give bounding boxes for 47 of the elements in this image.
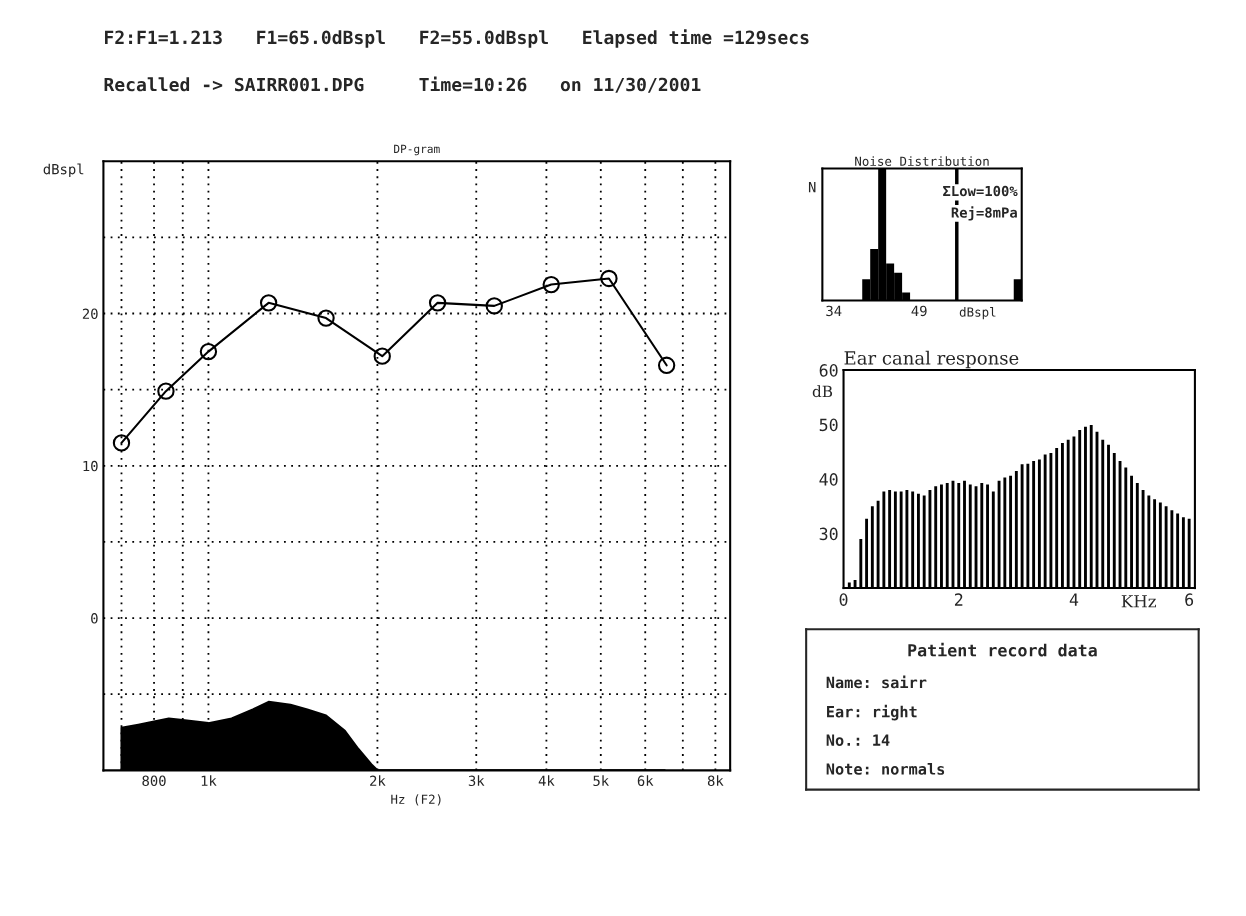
x-tick-label: 2 [954, 593, 963, 606]
text: Note: normals [826, 762, 945, 775]
chart-title: DP-gram [394, 144, 440, 156]
text: F2:F1=1.213 F1=65.0dBspl F2=55.0dBspl Elapsed time =129secs [105, 29, 809, 48]
text: Patient record data [908, 642, 1097, 657]
text: Name: sairr [826, 675, 927, 689]
chart-title: Ear canal response [844, 350, 1019, 369]
x-axis-title: dBspl [959, 307, 996, 320]
point [428, 294, 447, 312]
y-tick-label: 60 [819, 364, 838, 377]
x-tick-label: 2k [370, 775, 386, 786]
y-tick-label: 40 [819, 473, 838, 486]
point [657, 356, 676, 374]
annotation: ΣLow=100% [943, 185, 1018, 197]
x-tick-label: 5k [593, 775, 609, 787]
x-tick-label: 4 [1069, 593, 1079, 606]
y-tick-label: 10 [83, 460, 98, 472]
x-tick-label: 800 [142, 775, 166, 787]
point [317, 309, 335, 327]
point [600, 269, 618, 288]
point [485, 297, 503, 315]
x-axis-title: Hz (F2) [391, 794, 441, 806]
x-tick-label: 6k [637, 775, 654, 787]
x-tick-label: 3k [468, 775, 485, 787]
x-axis-title: KHz [1121, 595, 1156, 608]
y-axis-title: dB [812, 385, 833, 398]
x-tick-label: 6 [1185, 593, 1194, 606]
x-tick-label: 34 [826, 305, 842, 317]
y-tick-label: 50 [819, 418, 838, 432]
point [373, 347, 391, 365]
text: Ear: right [827, 704, 917, 721]
x-tick-label: 0 [839, 593, 848, 606]
chart-title: Noise Distribution [855, 156, 989, 166]
point [259, 294, 278, 312]
text: No.: 14 [826, 734, 890, 746]
y-tick-label: 0 [91, 613, 98, 624]
y-axis-title: dBspl [43, 163, 84, 178]
x-tick-label: 8k [707, 775, 724, 787]
text: Recalled -> SAIRR001.DPG Time=10:26 on 11/30/2001 [104, 76, 701, 93]
x-tick-label: 49 [911, 305, 927, 317]
y-axis-title: N [808, 182, 816, 193]
point [542, 275, 560, 294]
y-tick-label: 30 [819, 527, 838, 541]
y-tick-label: 20 [82, 308, 98, 320]
annotation: Rej=8mPa [951, 206, 1017, 221]
x-tick-label: 1k [201, 775, 217, 786]
x-tick-label: 4k [538, 775, 555, 786]
